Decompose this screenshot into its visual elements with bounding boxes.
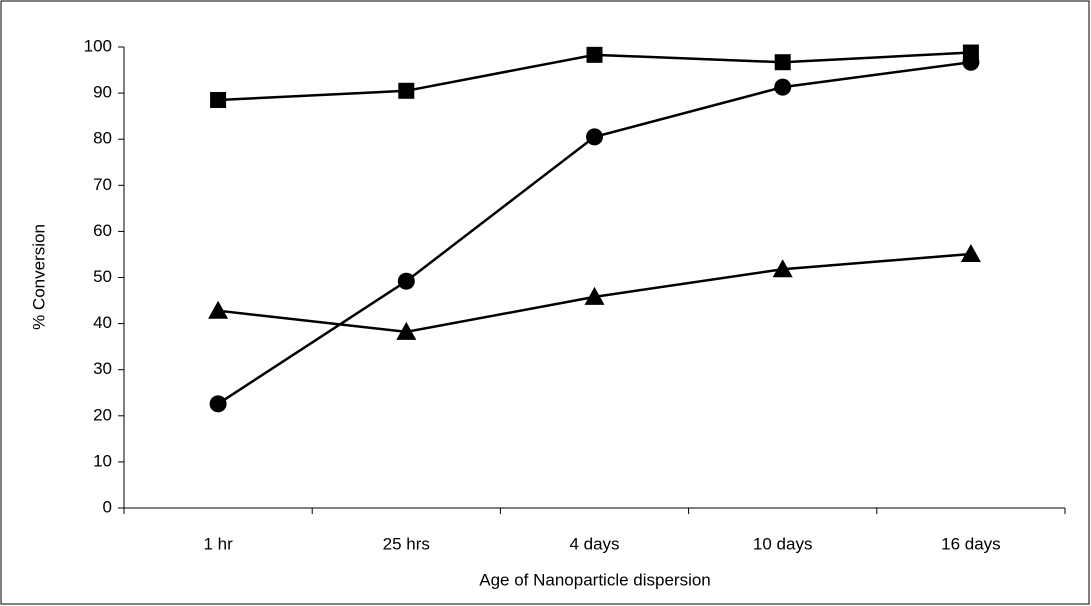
y-tick-label: 100 <box>84 36 112 55</box>
x-tick-label: 10 days <box>753 534 813 553</box>
marker <box>586 46 603 63</box>
x-axis-label: Age of Nanoparticle dispersion <box>479 570 711 589</box>
y-axis-label: % Conversion <box>29 224 48 330</box>
marker <box>398 82 415 99</box>
y-tick-label: 90 <box>93 83 112 102</box>
marker <box>208 300 229 319</box>
marker <box>396 321 417 340</box>
marker <box>960 243 981 262</box>
marker <box>209 395 227 413</box>
marker <box>584 286 605 305</box>
marker <box>210 92 227 109</box>
marker <box>962 53 980 71</box>
y-tick-label: 80 <box>93 129 112 148</box>
y-tick-label: 50 <box>93 267 112 286</box>
y-tick-label: 60 <box>93 221 112 240</box>
y-tick-label: 0 <box>103 497 112 516</box>
marker <box>774 78 792 96</box>
marker <box>774 54 791 71</box>
x-tick-label: 25 hrs <box>383 534 430 553</box>
x-tick-label: 4 days <box>569 534 619 553</box>
y-tick-label: 40 <box>93 313 112 332</box>
y-tick-label: 20 <box>93 405 112 424</box>
x-tick-label: 16 days <box>941 534 1001 553</box>
y-tick-label: 30 <box>93 359 112 378</box>
marker <box>397 272 415 290</box>
x-tick-label: 1 hr <box>203 534 233 553</box>
marker <box>586 128 603 146</box>
y-tick-label: 70 <box>93 175 112 194</box>
y-tick-label: 10 <box>93 451 112 470</box>
marker <box>772 259 793 278</box>
